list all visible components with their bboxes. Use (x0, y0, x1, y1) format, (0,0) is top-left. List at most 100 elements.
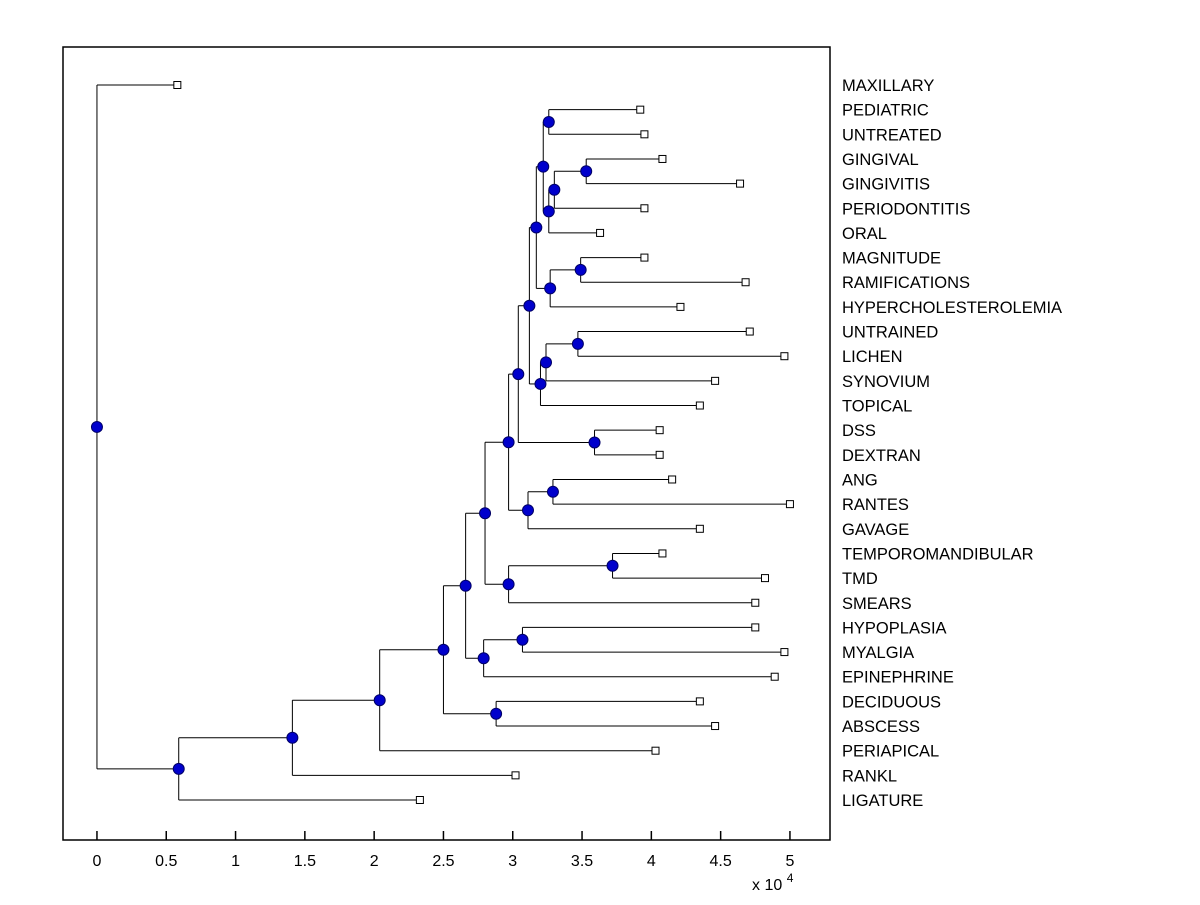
branch-node-marker (477, 652, 490, 665)
leaf-node-marker (741, 278, 750, 287)
leaf-node-marker (415, 796, 424, 804)
branch-node-marker (588, 436, 601, 449)
leaf-node-marker (655, 450, 664, 459)
leaf-node-marker (751, 598, 760, 607)
branch-node-marker (512, 368, 525, 381)
leaf-label: DEXTRAN (842, 447, 921, 465)
leaf-node-marker (695, 524, 704, 533)
leaf-label: TOPICAL (842, 398, 912, 416)
branch-node-marker (502, 436, 515, 449)
leaf-node-marker (636, 105, 645, 114)
branch-node-marker (544, 282, 557, 295)
leaf-node-marker (695, 697, 704, 706)
branch-node-marker (286, 731, 299, 744)
leaf-node-marker (745, 327, 754, 336)
leaf-label: TMD (842, 570, 878, 588)
x-axis-tick-label: 1 (231, 853, 240, 870)
branch-node-marker (580, 165, 593, 178)
leaf-label: HYPOPLASIA (842, 619, 947, 637)
branch-node-marker (459, 579, 472, 592)
leaf-label: GAVAGE (842, 521, 909, 539)
branch-node-marker (530, 221, 543, 234)
x-axis-tick-label: 1.5 (294, 853, 316, 870)
leaf-node-marker (695, 401, 704, 410)
x-axis: 0 0.5 1 1.5 2 2.5 3 3.5 4 4.5 5x 10 4 (93, 831, 794, 894)
branch-node-marker (516, 633, 529, 646)
branch-node-marker (534, 377, 547, 390)
leaf-node-marker (760, 574, 769, 583)
leaf-label: SMEARS (842, 595, 912, 613)
x-axis-exponent-power: 4 (787, 871, 794, 885)
branch-node-marker (571, 337, 584, 350)
leaf-node-marker (658, 154, 667, 163)
leaf-node-marker (780, 648, 789, 657)
x-axis-tick-label: 3 (508, 853, 517, 870)
x-axis-tick-label: 4.5 (710, 853, 732, 870)
leaf-node-marker (785, 500, 794, 509)
leaf-node-marker (173, 81, 182, 89)
leaf-label: ABSCESS (842, 718, 920, 736)
leaf-label: UNTRAINED (842, 324, 938, 342)
leaf-label: RANTES (842, 496, 909, 514)
branch-node-marker (548, 183, 561, 196)
branch-node-marker (479, 507, 492, 520)
branch-node-marker (502, 578, 515, 591)
leaf-node-marker (668, 475, 677, 484)
branch-node-marker (437, 643, 450, 656)
leaf-label: SYNOVIUM (842, 373, 930, 391)
leaf-node-marker (770, 672, 779, 681)
leaf-label: PERIODONTITIS (842, 200, 970, 218)
leaf-label: EPINEPHRINE (842, 669, 954, 687)
leaf-label: ANG (842, 471, 878, 489)
leaf-label: RAMIFICATIONS (842, 274, 970, 292)
leaf-node-marker (658, 549, 667, 558)
branch-node-marker (373, 694, 386, 707)
branch-node-marker (490, 707, 503, 720)
branch-node-marker (90, 420, 103, 433)
leaf-node-marker (655, 426, 664, 435)
leaf-labels: MAXILLARY PEDIATRIC UNTREATED GINGIVAL GINGI… (842, 77, 1062, 810)
leaf-label: MAGNITUDE (842, 250, 941, 268)
leaf-label: TEMPOROMANDIBULAR (842, 545, 1034, 563)
leaf-node-marker (751, 623, 760, 632)
leaf-node-marker (640, 253, 649, 262)
leaf-label: GINGIVAL (842, 151, 919, 169)
branch-node-marker (521, 504, 534, 517)
leaf-node-marker (676, 302, 685, 311)
leaf-node-marker (596, 228, 605, 237)
branch-node-marker (542, 205, 555, 218)
x-axis-tick-label: 0 (93, 853, 102, 870)
x-axis-tick-label: 5 (785, 853, 794, 870)
leaf-label: ORAL (842, 225, 887, 243)
leaf-label: UNTREATED (842, 126, 942, 144)
x-axis-tick-label: 0.5 (155, 853, 177, 870)
branch-node-marker (542, 115, 555, 128)
branch-node-marker (172, 762, 185, 775)
leaf-label: MAXILLARY (842, 77, 934, 95)
leaf-label: PERIAPICAL (842, 743, 939, 761)
leaf-node-marker (780, 352, 789, 361)
leaf-node-marker (651, 746, 660, 755)
leaf-label: LICHEN (842, 348, 903, 366)
leaf-node-marker (640, 130, 649, 139)
leaf-node-marker (711, 722, 720, 731)
x-axis-tick-label: 4 (647, 853, 656, 870)
branch-node-marker (523, 299, 536, 312)
leaf-node-marker (511, 771, 520, 780)
leaf-label: DSS (842, 422, 876, 440)
x-axis-tick-label: 3.5 (571, 853, 593, 870)
leaf-label: HYPERCHOLESTEROLEMIA (842, 299, 1062, 317)
leaf-label: GINGIVITIS (842, 176, 930, 194)
x-axis-tick-label: 2 (370, 853, 379, 870)
branch-node-marker (540, 356, 553, 369)
leaf-node-marker (640, 204, 649, 213)
leaf-node-marker (711, 376, 720, 385)
leaf-label: PEDIATRIC (842, 102, 929, 120)
leaf-label: RANKL (842, 767, 897, 785)
leaf-label: DECIDUOUS (842, 693, 941, 711)
tree-node-markers (90, 81, 794, 804)
leaf-label: LIGATURE (842, 792, 923, 810)
x-axis-tick-label: 2.5 (432, 853, 454, 870)
branch-node-marker (537, 160, 550, 173)
